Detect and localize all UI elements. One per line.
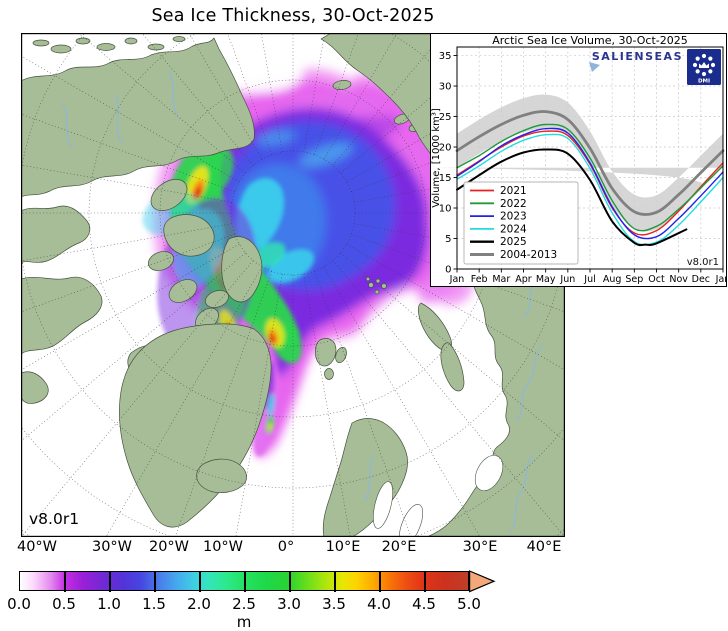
colorbar-tick-label: 4.0	[367, 595, 391, 613]
longitude-tick-label: 10°W	[202, 539, 244, 555]
x-tick-label: Oct	[648, 274, 665, 285]
dmi-crown-icon	[699, 62, 709, 68]
colorbar-divider	[199, 572, 201, 592]
colorbar-arrow-icon	[469, 570, 496, 593]
y-tick-label: 30	[439, 82, 452, 93]
chart-plot-area: JanFebMarAprMayJunJulAugSepOctNovDecJan0…	[431, 46, 728, 285]
x-tick-label: Jul	[583, 274, 595, 285]
map-version-label: v8.0r1	[29, 510, 79, 528]
colorbar-divider	[64, 572, 66, 592]
colorbar-tick-label: 0.0	[7, 595, 31, 613]
legend-label: 2004-2013	[500, 249, 557, 261]
legend-label: 2022	[500, 198, 527, 210]
series-line-2022	[456, 123, 724, 232]
colorbar-tick-label: 5.0	[457, 595, 481, 613]
x-tick-label: Mar	[492, 274, 510, 285]
x-tick-label: Feb	[471, 274, 488, 285]
page-title: Sea Ice Thickness, 30-Oct-2025	[151, 6, 435, 26]
colorbar-tick-label: 0.5	[52, 595, 76, 613]
longitude-tick-label: 20°W	[148, 539, 190, 555]
colorbar: 0.0 0.5 1.0 1.5 2.0 2.5 3.0 3.5 4.0 4.5 5.0 m	[7, 570, 539, 631]
colorbar-tick-label: 1.0	[97, 595, 121, 613]
y-tick-label: 10	[439, 204, 452, 215]
y-tick-label: 5	[445, 234, 451, 245]
longitude-axis: 40°W 30°W 20°W 10°W 0° 10°E 20°E 30°E 40°E	[17, 539, 565, 557]
longitude-tick-label: 20°E	[381, 539, 417, 555]
colorbar-divider	[244, 572, 246, 592]
svg-text:DMI: DMI	[698, 79, 710, 85]
longitude-tick-label: 40°E	[526, 539, 562, 555]
y-tick-label: 15	[439, 173, 452, 184]
colorbar-tick-label: 4.5	[412, 595, 436, 613]
x-tick-label: May	[536, 274, 556, 285]
x-tick-label: Aug	[603, 274, 622, 285]
series-line-2004-2013	[455, 110, 725, 216]
longitude-tick-label: 10°E	[325, 539, 361, 555]
colorbar-tick-label: 3.5	[322, 595, 346, 613]
dmi-dots-icon	[692, 53, 716, 77]
x-tick-label: Jun	[559, 274, 575, 285]
svg-text:SALIENSEAS: SALIENSEAS	[592, 50, 683, 63]
volume-chart-panel: Arctic Sea Ice Volume, 30-Oct-2025 Volum…	[430, 33, 728, 287]
colorbar-tick-label: 1.5	[142, 595, 166, 613]
x-tick-label: Nov	[669, 274, 688, 285]
colorbar-divider	[109, 572, 111, 592]
colorbar-divider	[154, 572, 156, 592]
series-line-2023	[456, 127, 724, 240]
x-tick-label: Jan	[715, 274, 726, 285]
dmi-logo: DMI	[687, 49, 721, 85]
legend-label: 2025	[500, 236, 527, 248]
salienseas-logo: SALIENSEAS	[589, 50, 683, 72]
longitude-tick-label: 30°E	[462, 539, 498, 555]
chart-version-label: v8.0r1	[687, 257, 719, 268]
x-tick-label: Apr	[515, 274, 532, 285]
legend-label: 2021	[500, 185, 527, 197]
longitude-tick-label: 30°W	[91, 539, 133, 555]
legend-label: 2024	[500, 223, 527, 235]
chart-title: Arctic Sea Ice Volume, 30-Oct-2025	[492, 34, 687, 47]
y-tick-label: 35	[439, 51, 452, 62]
x-tick-label: Jan	[449, 274, 465, 285]
colorbar-divider	[379, 572, 381, 592]
legend-label: 2023	[500, 211, 527, 223]
colorbar-tick-label: 2.0	[187, 595, 211, 613]
chart-y-axis-label: Volume, [1000 km³]	[431, 108, 442, 208]
salienseas-bird-icon	[589, 62, 600, 72]
longitude-tick-label: 0°	[277, 539, 295, 555]
longitude-tick-label: 40°W	[16, 539, 58, 555]
colorbar-tick-label: 3.0	[277, 595, 301, 613]
series-line-2025	[456, 148, 688, 247]
graticule-layer	[21, 33, 565, 537]
series-line-2024	[456, 133, 724, 246]
y-tick-label: 0	[445, 265, 451, 276]
colorbar-tick-label: 2.5	[232, 595, 256, 613]
x-tick-label: Dec	[692, 274, 710, 285]
colorbar-divider	[424, 572, 426, 592]
y-tick-label: 20	[439, 143, 452, 154]
colorbar-divider	[334, 572, 336, 592]
colorbar-gradient	[19, 571, 469, 592]
colorbar-unit-label: m	[236, 613, 252, 631]
y-tick-label: 25	[439, 112, 452, 123]
x-tick-label: Sep	[625, 274, 643, 285]
colorbar-divider	[289, 572, 291, 592]
